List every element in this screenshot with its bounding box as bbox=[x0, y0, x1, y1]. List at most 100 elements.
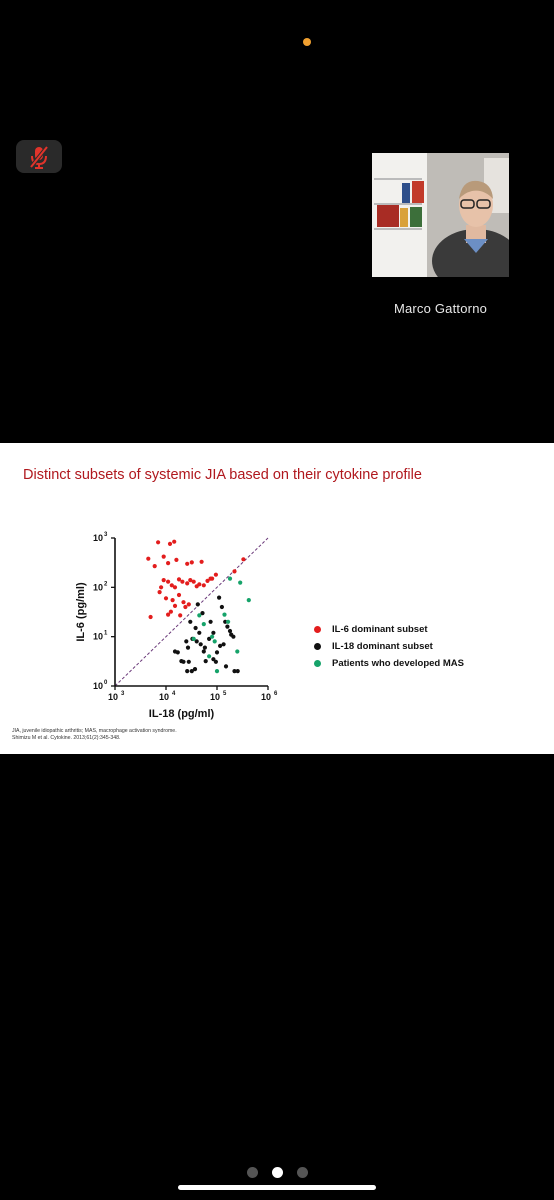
data-point-s1-4 bbox=[197, 630, 202, 635]
legend-dot-red bbox=[314, 626, 321, 633]
data-point-s0-0 bbox=[156, 540, 161, 545]
data-point-s2-4 bbox=[201, 622, 206, 627]
legend-dot-green bbox=[314, 660, 321, 667]
data-point-s1-22 bbox=[192, 667, 198, 672]
data-point-s0-19 bbox=[172, 585, 178, 590]
legend-dot-black bbox=[314, 643, 321, 650]
home-indicator[interactable] bbox=[178, 1185, 376, 1190]
y-tick-exp-3: 3 bbox=[104, 532, 108, 538]
data-point-s1-30 bbox=[213, 659, 218, 664]
data-point-s1-6 bbox=[211, 630, 216, 635]
camera-indicator-dot bbox=[303, 38, 311, 46]
data-point-s1-13 bbox=[229, 632, 234, 637]
chart-legend: IL-6 dominant subset IL-18 dominant subs… bbox=[314, 621, 464, 672]
data-point-s0-7 bbox=[174, 557, 179, 562]
y-tick-label-1: 10 bbox=[93, 632, 103, 642]
x-tick-exp-0: 3 bbox=[121, 691, 125, 697]
data-point-s0-4 bbox=[161, 554, 166, 559]
data-point-s0-38 bbox=[148, 614, 153, 620]
y-tick-exp-2: 2 bbox=[104, 581, 108, 587]
data-point-s1-32 bbox=[218, 643, 223, 648]
data-point-s1-17 bbox=[198, 642, 203, 647]
data-point-s1-2 bbox=[208, 619, 213, 624]
data-point-s0-3 bbox=[146, 556, 151, 561]
data-point-s1-35 bbox=[232, 669, 237, 674]
page-dot-3[interactable] bbox=[296, 1167, 308, 1178]
data-point-s2-5 bbox=[210, 634, 215, 639]
data-point-s0-36 bbox=[166, 612, 171, 617]
data-point-s0-31 bbox=[163, 596, 169, 601]
data-point-s1-38 bbox=[211, 657, 216, 662]
data-point-s1-0 bbox=[195, 602, 200, 607]
data-point-s1-21 bbox=[186, 659, 191, 664]
participant-video-image bbox=[372, 153, 509, 277]
data-point-s0-9 bbox=[189, 560, 194, 565]
data-point-s1-20 bbox=[185, 645, 191, 650]
data-point-s0-35 bbox=[186, 602, 191, 607]
data-point-s0-23 bbox=[188, 578, 193, 583]
data-point-s1-8 bbox=[219, 604, 224, 610]
data-point-s1-28 bbox=[189, 669, 194, 674]
data-point-s1-29 bbox=[203, 659, 208, 664]
data-point-s0-13 bbox=[232, 569, 237, 574]
data-point-s1-10 bbox=[225, 624, 230, 629]
slide-footnote: JIA, juvenile idiopathic arthritis; MAS,… bbox=[12, 728, 177, 741]
data-point-s1-5 bbox=[207, 636, 212, 641]
legend-label-il18: IL-18 dominant subset bbox=[332, 641, 433, 652]
data-point-s1-14 bbox=[188, 619, 193, 624]
data-point-s0-26 bbox=[197, 582, 202, 587]
data-point-s0-37 bbox=[168, 609, 173, 614]
data-point-s2-11 bbox=[214, 669, 220, 674]
page-dot-2[interactable] bbox=[271, 1167, 283, 1178]
data-point-s1-16 bbox=[194, 639, 199, 644]
data-point-s1-19 bbox=[184, 639, 189, 644]
data-point-s1-36 bbox=[235, 669, 240, 674]
microphone-off-icon bbox=[29, 145, 49, 169]
x-tick-exp-2: 5 bbox=[223, 691, 227, 697]
data-point-s2-12 bbox=[226, 619, 231, 624]
data-point-s0-16 bbox=[161, 578, 166, 583]
data-point-s0-14 bbox=[241, 557, 246, 562]
data-point-s2-10 bbox=[207, 654, 212, 659]
data-point-s0-11 bbox=[213, 572, 218, 577]
x-tick-label-0: 10 bbox=[108, 692, 118, 702]
data-point-s1-18 bbox=[202, 645, 207, 650]
shared-slide: Distinct subsets of systemic JIA based o… bbox=[0, 443, 554, 754]
reference-line bbox=[114, 537, 269, 687]
mute-button[interactable] bbox=[16, 140, 62, 173]
x-tick-exp-3: 6 bbox=[274, 691, 278, 697]
data-point-s1-1 bbox=[200, 611, 205, 616]
footnote-reference: Shimizu M et al. Cytokine. 2013;61(2):34… bbox=[12, 734, 121, 741]
data-point-s1-37 bbox=[201, 649, 206, 654]
data-point-s2-3 bbox=[197, 613, 202, 618]
page-indicator[interactable] bbox=[0, 1167, 554, 1178]
legend-label-il6: IL-6 dominant subset bbox=[332, 624, 428, 635]
data-point-s0-20 bbox=[176, 577, 182, 582]
legend-item-il18: IL-18 dominant subset bbox=[314, 638, 464, 655]
data-point-s0-24 bbox=[191, 579, 196, 584]
participant-video-tile[interactable] bbox=[372, 153, 509, 277]
data-point-s1-7 bbox=[217, 595, 222, 600]
data-point-s0-8 bbox=[185, 561, 190, 566]
data-point-s0-2 bbox=[172, 539, 177, 544]
data-point-s1-27 bbox=[185, 669, 190, 674]
data-point-s2-8 bbox=[235, 649, 240, 654]
slide-title: Distinct subsets of systemic JIA based o… bbox=[23, 467, 422, 483]
data-point-s0-22 bbox=[185, 581, 190, 586]
data-point-s1-33 bbox=[221, 642, 226, 647]
y-tick-label-0: 10 bbox=[93, 681, 103, 691]
data-point-s2-9 bbox=[191, 636, 196, 641]
data-point-s0-33 bbox=[176, 592, 182, 598]
data-point-s0-41 bbox=[183, 604, 188, 610]
data-point-s0-39 bbox=[172, 603, 178, 608]
data-point-s2-2 bbox=[246, 598, 251, 603]
scatter-chart: 10 3 10 4 10 5 10 610 010 110 210 3IL-18 (pg/ml)IL-… bbox=[75, 532, 278, 720]
page-dot-1[interactable] bbox=[246, 1167, 258, 1178]
data-point-s1-31 bbox=[214, 650, 220, 655]
data-point-s0-18 bbox=[169, 583, 174, 588]
y-axis-label: IL-6 (pg/ml) bbox=[75, 582, 87, 642]
y-tick-label-2: 10 bbox=[93, 582, 103, 592]
data-point-s0-40 bbox=[178, 613, 183, 618]
x-tick-label-1: 10 bbox=[159, 692, 169, 702]
data-point-s2-7 bbox=[222, 612, 227, 617]
